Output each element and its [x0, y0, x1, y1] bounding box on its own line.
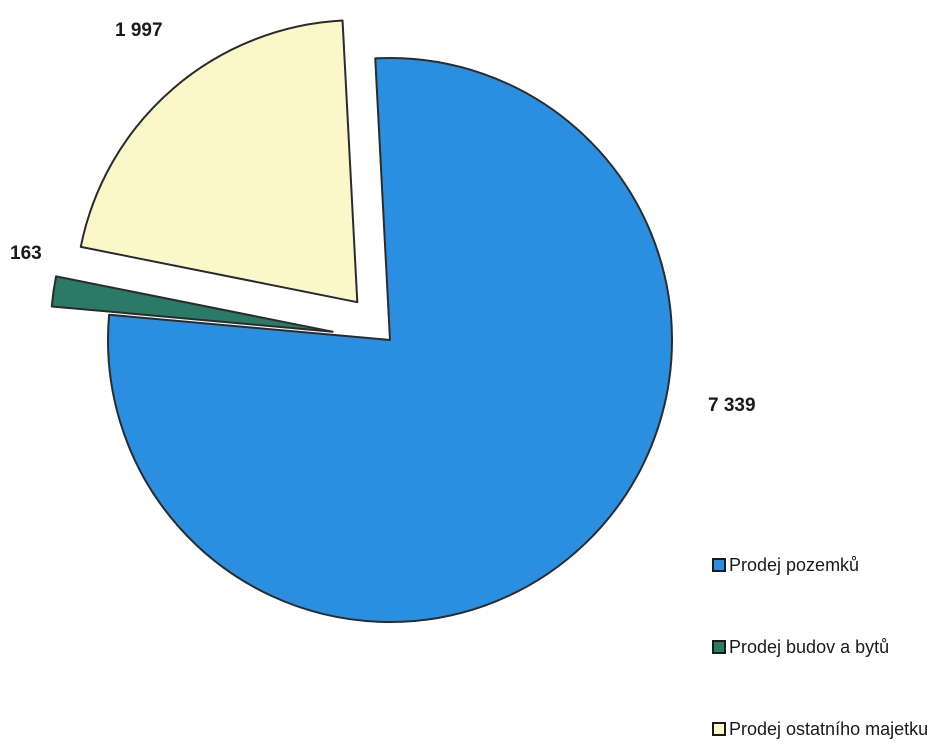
legend-item-prodej-ostatniho: Prodej ostatního majetku [712, 719, 948, 739]
legend-swatch-prodej-pozemku [712, 558, 726, 572]
pie-slice-prodej-budov [50, 275, 334, 333]
legend-item-prodej-budov: Prodej budov a bytů [712, 637, 948, 657]
legend-swatch-prodej-budov [712, 640, 726, 654]
legend-label-prodej-pozemku: Prodej pozemků [729, 554, 860, 575]
data-label-prodej-pozemku: 7 339 [708, 395, 756, 416]
legend-item-prodej-pozemku: Prodej pozemků [712, 555, 948, 575]
pie-slice-prodej-pozemku [107, 57, 673, 623]
legend-swatch-prodej-ostatniho [712, 722, 726, 736]
legend-label-prodej-ostatniho: Prodej ostatního majetku [729, 718, 929, 739]
data-label-prodej-ostatniho: 1 997 [115, 20, 163, 41]
chart-legend: Prodej pozemků Prodej budov a bytů Prode… [712, 555, 948, 739]
legend-label-prodej-budov: Prodej budov a bytů [729, 636, 890, 657]
pie-slice-prodej-ostatniho [79, 19, 359, 304]
data-label-prodej-budov: 163 [10, 243, 42, 264]
